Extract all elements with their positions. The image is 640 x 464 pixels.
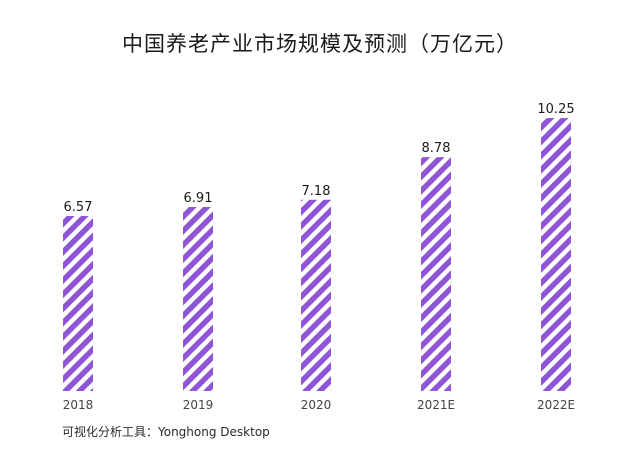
value-label-2019: 6.91 <box>184 191 213 206</box>
x-tick-label-2021E: 2021E <box>417 398 455 412</box>
bar-2019 <box>183 206 213 391</box>
x-axis-ticks-layer: 2018 2019 2020 2021E 2022E <box>63 398 575 412</box>
x-tick-label-2022E: 2022E <box>537 398 575 412</box>
x-tick-label-2019: 2019 <box>183 398 214 412</box>
value-label-2020: 7.18 <box>302 184 331 199</box>
bar-2021E <box>421 157 451 391</box>
chart-title: 中国养老产业市场规模及预测（万亿元） <box>122 32 518 56</box>
bar-2018 <box>63 216 93 391</box>
source-note: 可视化分析工具：Yonghong Desktop <box>62 425 270 439</box>
bars-layer <box>63 118 571 391</box>
value-labels-layer: 6.57 6.91 7.18 8.78 10.25 <box>64 102 575 215</box>
bar-2020 <box>301 199 331 391</box>
x-tick-label-2020: 2020 <box>301 398 332 412</box>
x-tick-label-2018: 2018 <box>63 398 94 412</box>
value-label-2018: 6.57 <box>64 200 93 215</box>
bar-2022E <box>541 118 571 391</box>
value-label-2021E: 8.78 <box>422 141 451 156</box>
value-label-2022E: 10.25 <box>537 102 574 117</box>
